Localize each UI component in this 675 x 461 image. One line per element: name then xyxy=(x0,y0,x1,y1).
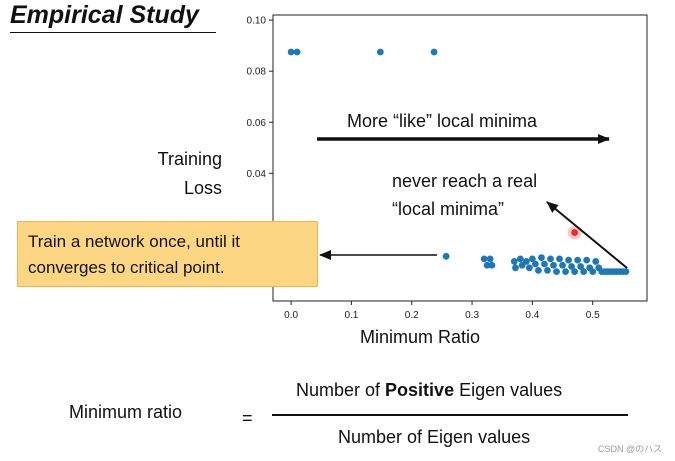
data-point xyxy=(293,48,301,56)
highlighted-data-point xyxy=(571,229,579,236)
data-point xyxy=(287,48,295,56)
data-point xyxy=(622,268,630,276)
data-point xyxy=(541,260,548,268)
note-text-line-2: “local minima” xyxy=(392,199,504,219)
data-point xyxy=(553,268,560,276)
x-tick-label: 0.2 xyxy=(405,310,419,321)
data-point xyxy=(486,255,494,263)
title-underline xyxy=(10,32,216,33)
arrow-annotation-text: More “like” local minima xyxy=(347,111,538,131)
fraction-bar xyxy=(272,414,628,416)
formula-lhs: Minimum ratio xyxy=(69,402,183,422)
data-point xyxy=(538,254,545,261)
data-point xyxy=(488,261,496,269)
formula-denominator: Number of Eigen values xyxy=(338,427,531,447)
data-point xyxy=(430,48,438,56)
y-tick-label: 0.04 xyxy=(247,169,267,180)
data-point xyxy=(577,263,585,270)
y-tick-label: 0.10 xyxy=(247,16,267,27)
data-point xyxy=(480,255,488,263)
slide-title: Empirical Study xyxy=(10,1,199,29)
numerator-prefix: Number of xyxy=(296,380,386,400)
plot-frame xyxy=(272,14,648,302)
watermark: CSDN @のハス xyxy=(598,444,663,454)
data-point xyxy=(592,258,600,265)
data-point xyxy=(544,266,551,274)
data-point xyxy=(516,255,524,263)
data-point xyxy=(510,258,518,265)
data-point xyxy=(580,268,588,276)
y-axis-label: Training Loss xyxy=(157,149,222,198)
data-point xyxy=(442,252,450,260)
data-point xyxy=(528,255,536,263)
x-tick-label: 0.4 xyxy=(525,310,539,321)
data-point xyxy=(535,266,542,274)
data-point xyxy=(550,261,557,269)
data-point xyxy=(376,48,384,56)
data-point xyxy=(583,256,591,264)
x-axis-label: Minimum Ratio xyxy=(360,327,481,347)
callout-box: Train a network once, until it converges… xyxy=(17,221,318,287)
data-point xyxy=(565,256,572,264)
data-point xyxy=(559,261,566,269)
numerator-bold: Positive xyxy=(385,380,455,400)
numerator-suffix: Eigen values xyxy=(454,380,563,400)
note-text-line-1: never reach a real xyxy=(392,171,537,191)
x-tick-label: 0.0 xyxy=(284,310,298,321)
data-point xyxy=(522,258,530,265)
y-tick-label: 0.08 xyxy=(247,67,267,78)
x-tick-label: 0.3 xyxy=(465,310,479,321)
data-point xyxy=(589,268,597,276)
formula-numerator: Number of Positive Eigen values xyxy=(296,380,562,401)
formula-equals: = xyxy=(242,408,253,428)
x-tick-label: 0.1 xyxy=(344,310,358,321)
data-point xyxy=(547,255,554,263)
data-point xyxy=(574,256,582,264)
x-tick-label: 0.5 xyxy=(586,310,600,321)
data-point xyxy=(525,264,533,272)
data-point xyxy=(571,268,579,276)
note-pointer-line xyxy=(546,201,628,269)
data-point xyxy=(483,261,491,269)
y-tick-label: 0.06 xyxy=(247,118,267,129)
data-point xyxy=(512,264,519,272)
data-point xyxy=(568,263,575,270)
data-point xyxy=(556,255,563,263)
data-point xyxy=(532,260,539,268)
data-point xyxy=(562,268,569,276)
